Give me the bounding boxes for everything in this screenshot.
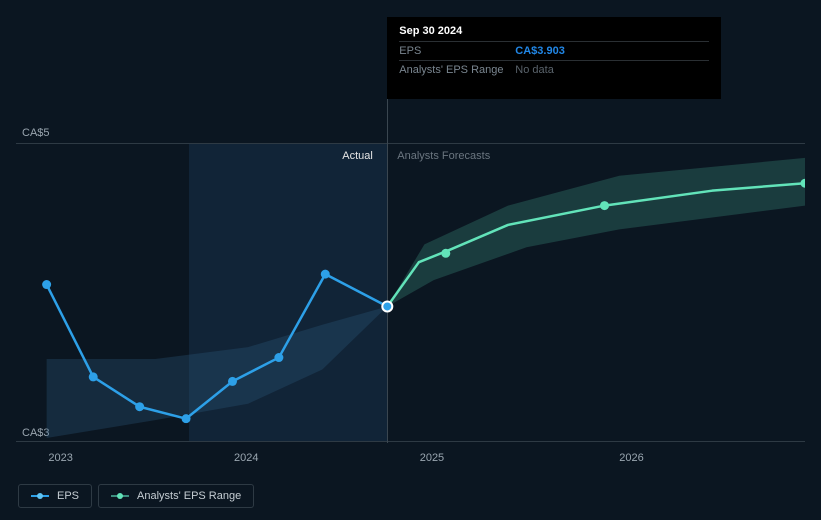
legend-swatch-eps	[31, 492, 49, 500]
legend-swatch-range	[111, 492, 129, 500]
legend-item-eps[interactable]: EPS	[18, 484, 92, 508]
x-axis-label: 2024	[234, 452, 258, 464]
chart-legend: EPS Analysts' EPS Range	[18, 484, 254, 508]
legend-item-range[interactable]: Analysts' EPS Range	[98, 484, 254, 508]
x-axis-label: 2025	[420, 452, 444, 464]
eps-forecast-chart: Actual Analysts Forecasts Sep 30 2024 EP…	[0, 0, 821, 520]
chart-svg[interactable]	[16, 0, 805, 442]
x-axis-label: 2026	[619, 452, 643, 464]
legend-label: Analysts' EPS Range	[137, 490, 241, 502]
x-axis-label: 2023	[48, 452, 72, 464]
legend-label: EPS	[57, 490, 79, 502]
